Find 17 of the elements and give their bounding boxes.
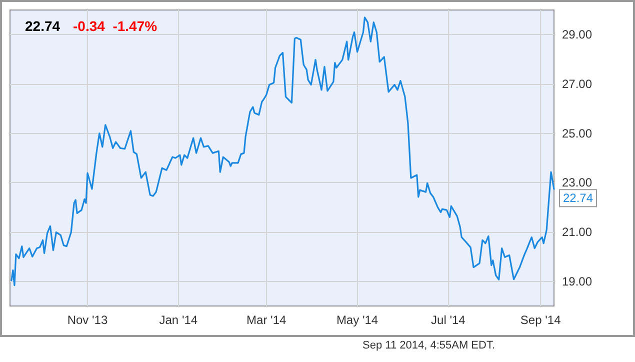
y-tick-label: 25.00 [562, 126, 592, 140]
line-series [10, 16, 555, 286]
y-tick-label: 29.00 [562, 28, 592, 42]
y-tick-label: 27.00 [562, 77, 592, 91]
text: 22.74 [25, 18, 60, 34]
text: Sep 11 2014, 4:55AM EDT. [362, 340, 496, 352]
x-tick-label: May '14 [336, 313, 378, 327]
y-tick-label: 21.00 [562, 225, 592, 239]
x-tick-label: Jan '14 [159, 313, 198, 327]
text: -0.34 -1.47% [73, 18, 158, 34]
y-tick-label: 23.00 [562, 176, 592, 190]
data-label: 22.74 [563, 191, 594, 206]
x-tick-label: Jul '14 [431, 313, 466, 327]
x-tick-label: Sep '14 [520, 313, 562, 327]
x-tick-label: Nov '13 [67, 313, 108, 327]
x-tick-label: Mar '14 [246, 313, 286, 327]
y-tick-label: 19.00 [562, 274, 592, 288]
